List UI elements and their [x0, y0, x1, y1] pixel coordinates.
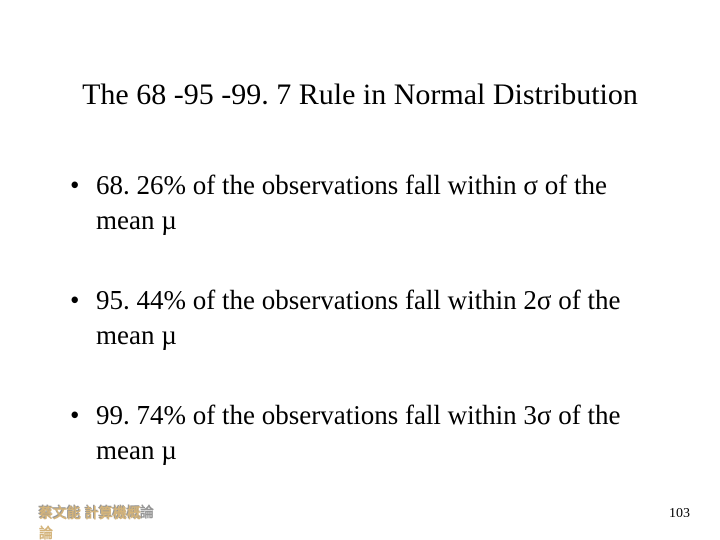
footer-author-text: 蔡文能 計算機概論 [39, 503, 154, 540]
bullet-item: •99. 74% of the observations fall within… [70, 398, 670, 467]
bullet-text: 68. 26% of the observations fall within … [96, 168, 656, 237]
bullet-percent: 95. 44% [96, 285, 186, 315]
page-number: 103 [669, 506, 690, 522]
bullet-marker-icon: • [70, 168, 96, 203]
bullet-text: 99. 74% of the observations fall within … [96, 398, 656, 467]
slide: The 68 -95 -99. 7 Rule in Normal Distrib… [0, 0, 720, 540]
bullet-text: 95. 44% of the observations fall within … [96, 283, 656, 352]
bullet-percent: 68. 26% [96, 170, 186, 200]
bullet-item: •95. 44% of the observations fall within… [70, 283, 670, 352]
bullet-marker-icon: • [70, 283, 96, 318]
bullet-item: •68. 26% of the observations fall within… [70, 168, 670, 237]
bullet-list: •68. 26% of the observations fall within… [70, 168, 670, 513]
slide-title: The 68 -95 -99. 7 Rule in Normal Distrib… [0, 78, 720, 112]
bullet-percent: 99. 74% [96, 400, 186, 430]
footer-author: 蔡文能 計算機概論 蔡文能 計算機概論 [38, 502, 154, 522]
bullet-marker-icon: • [70, 398, 96, 433]
